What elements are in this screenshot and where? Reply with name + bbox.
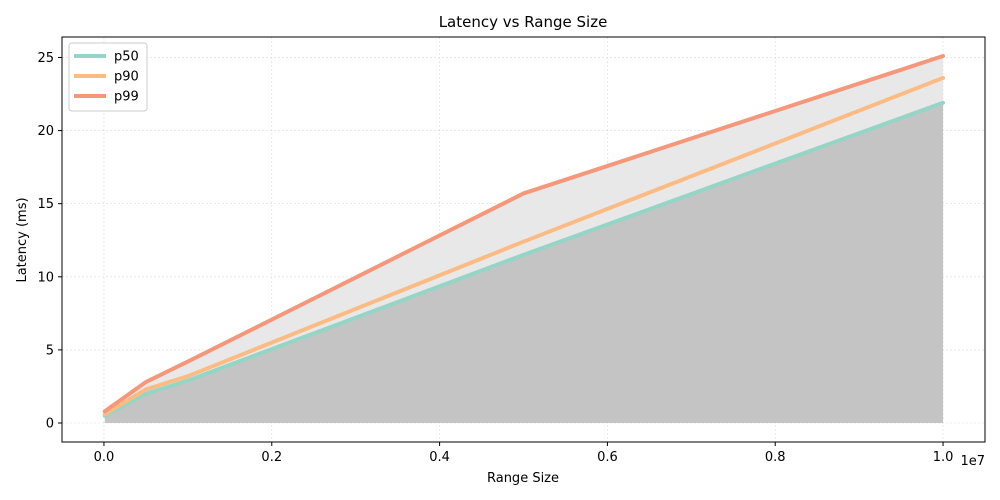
y-tick-label: 20 (37, 124, 54, 139)
area-under-p50 (104, 102, 944, 423)
plot-frame (61, 36, 986, 443)
y-tick-label: 15 (37, 197, 54, 212)
legend: p50 p90 p99 (68, 42, 148, 112)
y-tick-label: 5 (46, 343, 54, 358)
x-axis-ticks: 0.0 0.2 0.4 0.6 0.8 1.0 (94, 442, 954, 465)
x-tick-label: 1.0 (933, 450, 954, 465)
x-axis-label: Range Size (487, 471, 559, 486)
y-axis-ticks: 0 5 10 15 20 25 (37, 51, 62, 431)
x-tick-label: 0.6 (597, 450, 618, 465)
y-axis-label: Latency (ms) (15, 197, 30, 282)
y-tick-label: 10 (37, 270, 54, 285)
legend-label-p99: p99 (114, 90, 139, 105)
series-lines (102, 54, 946, 418)
x-tick-label: 0.8 (765, 450, 786, 465)
chart-title: Latency vs Range Size (439, 13, 608, 31)
legend-label-p50: p50 (114, 50, 139, 65)
y-tick-label: 0 (46, 416, 54, 431)
x-tick-label: 0.4 (429, 450, 450, 465)
legend-label-p90: p90 (114, 70, 139, 85)
y-tick-label: 25 (37, 51, 54, 66)
x-tick-label: 0.0 (94, 450, 115, 465)
x-axis-offset-label: 1e7 (960, 454, 985, 469)
x-tick-label: 0.2 (261, 450, 282, 465)
